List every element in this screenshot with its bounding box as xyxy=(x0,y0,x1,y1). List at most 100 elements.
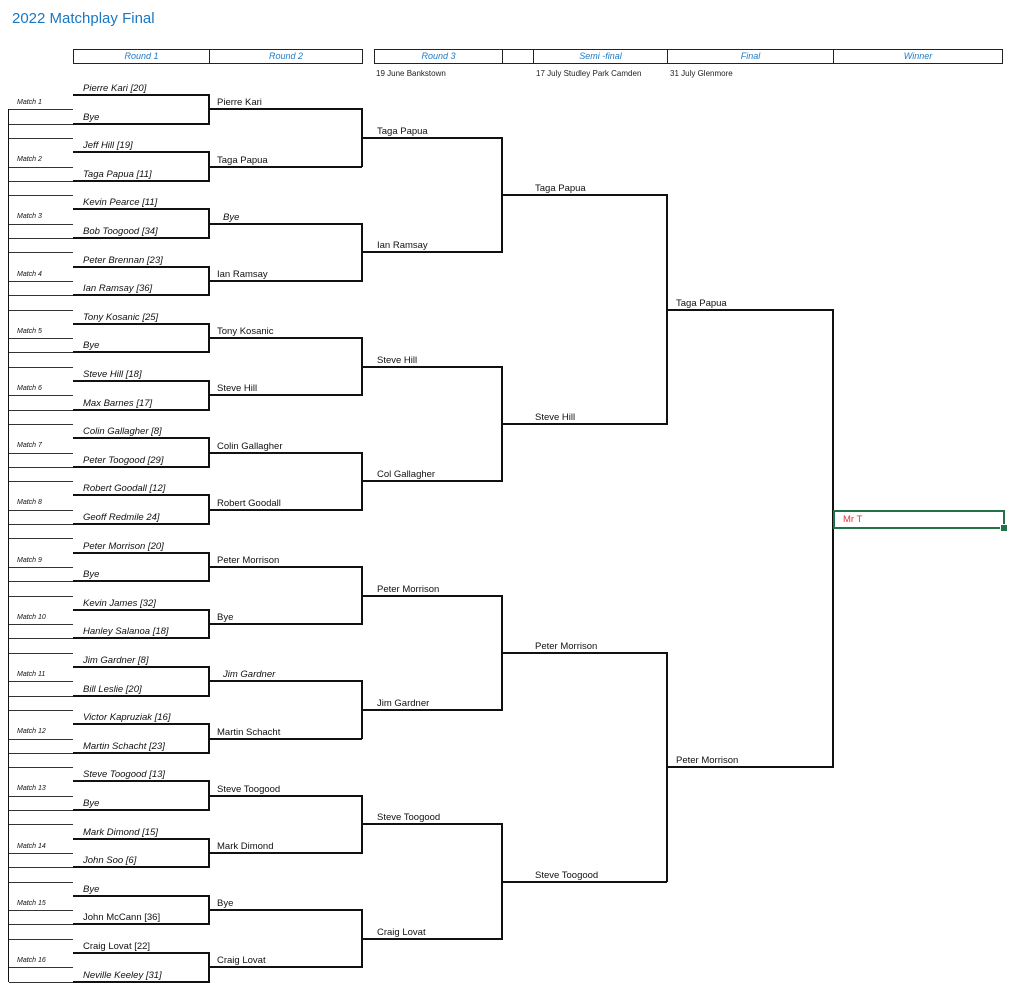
round2-player[interactable]: Martin Schacht xyxy=(217,726,281,738)
match-grid-line xyxy=(9,824,73,826)
round2-player[interactable]: Bye xyxy=(217,612,234,624)
round3-player[interactable]: Peter Morrison xyxy=(377,583,440,595)
round1-player[interactable]: Ian Ramsay [36] xyxy=(83,283,153,295)
round1-player[interactable]: Craig Lovat [22] xyxy=(83,941,151,952)
round1-player[interactable]: Victor Kapruziak [16] xyxy=(83,712,171,724)
match-grid-line xyxy=(9,852,73,854)
match-grid-line xyxy=(9,967,73,969)
round3-player[interactable]: Taga Papua xyxy=(377,125,428,137)
round1-player[interactable]: Mark Dimond [15] xyxy=(83,826,158,838)
round1-player[interactable]: Hanley Salanoa [18] xyxy=(83,626,169,638)
round2-line xyxy=(209,737,362,740)
match-grid-line xyxy=(9,924,73,926)
match-grid-line xyxy=(9,195,73,197)
round2-player[interactable]: Bye xyxy=(223,211,240,223)
venue-round-3: 19 June Bankstown xyxy=(376,69,446,78)
round1-player[interactable]: Robert Goodall [12] xyxy=(83,483,166,495)
round2-line xyxy=(209,279,362,282)
round3-player[interactable]: Craig Lovat xyxy=(377,926,426,938)
round1-player[interactable]: Peter Toogood [29] xyxy=(83,454,164,466)
round2-player[interactable]: Peter Morrison xyxy=(217,554,280,566)
round1-player[interactable]: Kevin Pearce [11] xyxy=(83,197,158,209)
round1-player[interactable]: Bye xyxy=(83,340,100,352)
round1-player[interactable]: Steve Toogood [13] xyxy=(83,769,166,781)
round1-player[interactable]: Bye xyxy=(83,111,100,123)
round3-player[interactable]: Col Gallagher xyxy=(377,469,436,481)
round1-player[interactable]: Jeff Hill [19] xyxy=(83,140,133,152)
round1-player[interactable]: Max Barnes [17] xyxy=(83,397,153,409)
final-player[interactable]: Peter Morrison xyxy=(676,755,739,767)
round2-player[interactable]: Jim Gardner xyxy=(223,669,276,681)
round2-player[interactable]: Bye xyxy=(217,898,234,910)
round1-line xyxy=(73,952,209,954)
match-label: Match 12 xyxy=(17,728,46,736)
round3-line xyxy=(362,594,502,597)
match-grid-line xyxy=(9,538,73,540)
match-grid-line xyxy=(9,280,73,282)
semi-final-player[interactable]: Steve Hill xyxy=(535,411,576,423)
match-label: Match 8 xyxy=(17,499,42,507)
round3-line xyxy=(362,136,502,139)
round2-line xyxy=(209,966,362,969)
round1-player[interactable]: Tony Kosanic [25] xyxy=(83,311,159,323)
winner-cell[interactable]: Mr T xyxy=(833,510,1008,532)
round2-line xyxy=(209,337,362,340)
round2-player[interactable]: Ian Ramsay xyxy=(217,268,268,280)
match-grid-line xyxy=(9,810,73,811)
round1-player[interactable]: John McCann [36] xyxy=(83,912,161,924)
round2-player[interactable]: Craig Lovat xyxy=(217,955,266,967)
round1-line xyxy=(73,151,209,154)
round2-player[interactable]: Steve Toogood xyxy=(217,783,281,795)
round1-player[interactable]: Bye xyxy=(83,883,100,895)
round2-line xyxy=(209,851,362,854)
round2-player[interactable]: Mark Dimond xyxy=(217,840,274,852)
round3-player[interactable]: Jim Gardner xyxy=(377,697,430,709)
round1-line xyxy=(73,322,209,325)
round2-line xyxy=(209,623,362,626)
round1-player[interactable]: Steve Hill [18] xyxy=(83,369,142,380)
round3-player[interactable]: Ian Ramsay xyxy=(377,240,428,252)
round1-line xyxy=(73,866,209,869)
semi-final-player[interactable]: Steve Toogood xyxy=(535,869,599,881)
round1-player[interactable]: John Soo [6] xyxy=(83,855,137,867)
final-player[interactable]: Taga Papua xyxy=(676,297,727,309)
round1-line xyxy=(73,465,209,468)
fill-handle[interactable] xyxy=(1000,524,1008,532)
round2-player[interactable]: Pierre Kari xyxy=(217,97,262,109)
round1-player[interactable]: Geoff Redmile 24] xyxy=(83,512,160,523)
round1-player[interactable]: Neville Keeley [31] xyxy=(83,969,162,981)
round2-player[interactable]: Colin Gallagher xyxy=(217,440,283,452)
round2-player[interactable]: Steve Hill xyxy=(217,383,258,395)
round1-line xyxy=(73,408,209,411)
round1-player[interactable]: Peter Brennan [23] xyxy=(83,254,163,266)
round2-line xyxy=(209,680,362,683)
round1-player[interactable]: Bob Toogood [34] xyxy=(83,226,158,237)
round3-player[interactable]: Steve Hill xyxy=(377,354,418,366)
round1-player[interactable]: Pierre Kari [20] xyxy=(83,83,147,94)
match-grid-line xyxy=(9,738,73,740)
round1-player[interactable]: Bye xyxy=(83,569,100,581)
round2-player[interactable]: Tony Kosanic xyxy=(217,326,274,338)
round2-player[interactable]: Taga Papua xyxy=(217,154,268,166)
match-grid-line xyxy=(9,767,73,769)
round1-player[interactable]: Peter Morrison [20] xyxy=(83,540,164,552)
match-grid-line xyxy=(9,252,73,254)
round1-player[interactable]: Martin Schacht [23] xyxy=(83,740,165,752)
match-grid-line xyxy=(9,452,73,454)
round1-player[interactable]: Bill Leslie [20] xyxy=(83,683,142,695)
match-grid-line xyxy=(9,595,73,597)
round1-player[interactable]: Jim Gardner [8] xyxy=(83,655,149,666)
semi-final-player[interactable]: Peter Morrison xyxy=(535,640,598,652)
match-label: Match 7 xyxy=(17,442,42,450)
match-grid-line xyxy=(9,695,73,697)
round1-player[interactable]: Colin Gallagher [8] xyxy=(83,426,162,438)
match-label: Match 14 xyxy=(17,842,46,850)
round1-player[interactable]: Bye xyxy=(83,798,100,809)
match-label: Match 4 xyxy=(17,270,42,278)
round1-player[interactable]: Kevin James [32] xyxy=(83,597,156,609)
round2-player[interactable]: Robert Goodall xyxy=(217,497,281,509)
round1-line xyxy=(73,494,209,497)
semi-final-player[interactable]: Taga Papua xyxy=(535,183,586,195)
round3-player[interactable]: Steve Toogood xyxy=(377,812,441,824)
round1-player[interactable]: Taga Papua [11] xyxy=(83,168,152,180)
